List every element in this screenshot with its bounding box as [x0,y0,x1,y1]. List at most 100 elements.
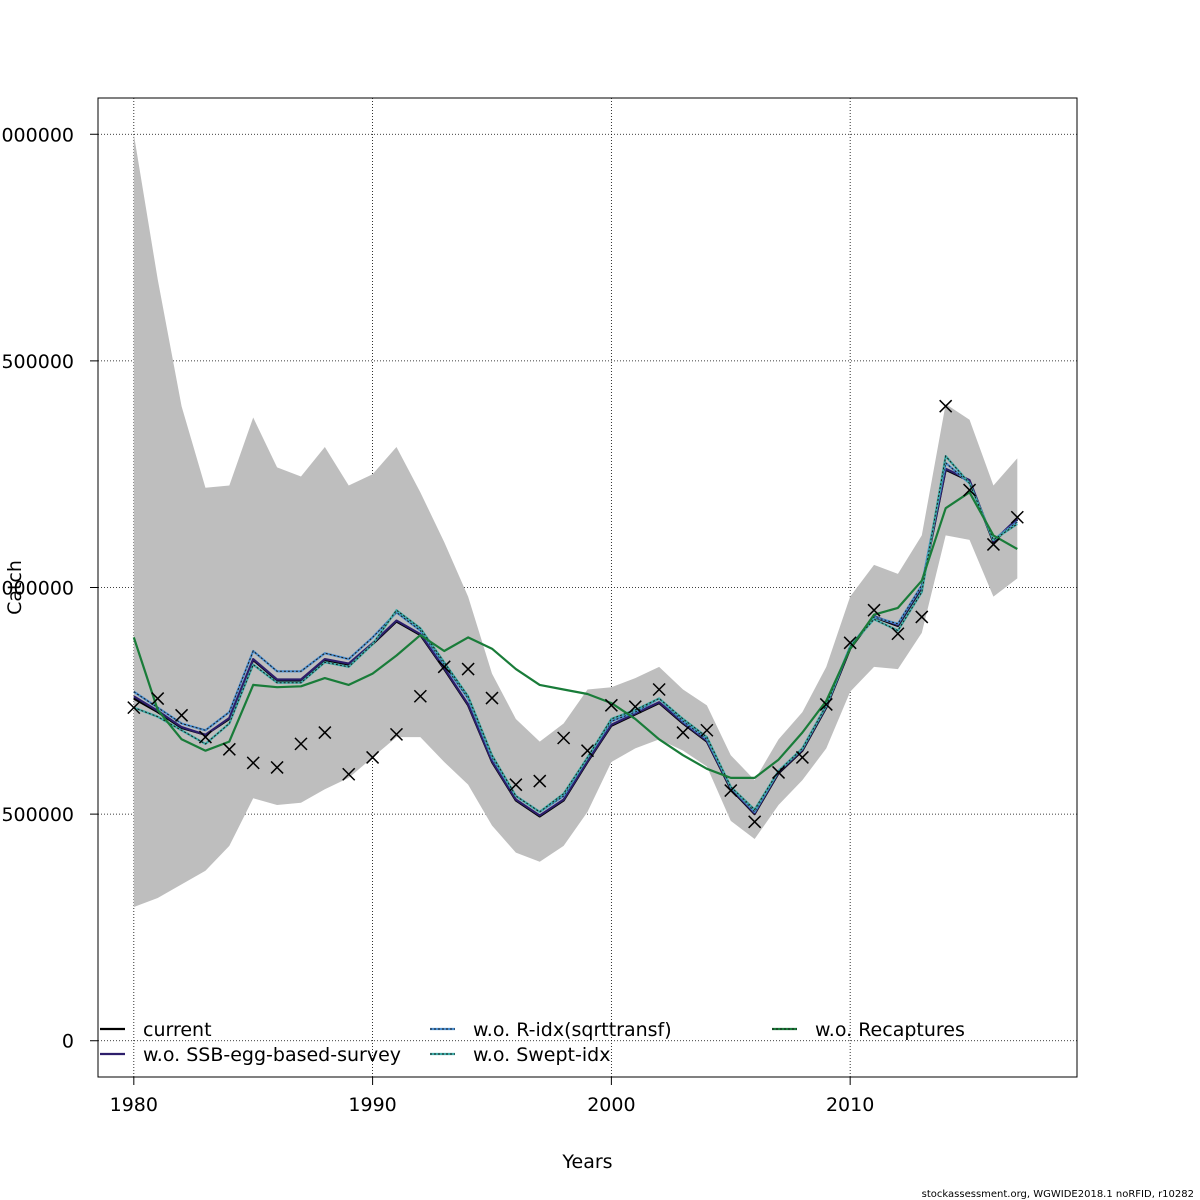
legend-label: current [143,1019,212,1041]
observed-point-stroke [724,784,738,798]
observed-point-stroke [246,756,260,770]
observed-point-stroke [151,692,165,706]
x-tick-label: 2000 [587,1094,635,1116]
y-tick-label: 500000 [1,804,74,826]
x-tick-label: 2010 [826,1094,874,1116]
observed-point [485,691,499,705]
observed-point [652,682,666,697]
observed-point [270,760,284,774]
observed-point-stroke [389,727,404,741]
y-axis-ticks: 0 500000 1000000 1500000 2000000 [0,124,98,1053]
observed-point [700,723,714,737]
observed-point [604,698,618,712]
y-tick-label: 2000000 [0,124,74,146]
footnote: stockassessment.org, WGWIDE2018.1 noRFID… [922,1189,1194,1200]
observed-point [222,742,236,756]
observed-point-stroke [652,682,666,697]
observed-point [366,750,380,764]
observed-point-stroke [222,742,236,756]
confidence-band [133,134,1018,908]
observed-point [771,765,786,779]
observed-point-stroke [819,697,833,711]
observed-point-stroke [771,765,786,779]
observed-point [461,662,475,676]
observed-point-stroke [342,767,356,781]
legend: current w.o. SSB-egg-based-survey w.o. R-i… [100,1019,965,1066]
observed-point-stroke [604,698,618,712]
x-tick-label: 1980 [110,1094,158,1116]
legend-item: w.o. R-idx(sqrttransf) [430,1019,672,1041]
observed-point-stroke [175,708,189,722]
observed-point [175,708,189,722]
observed-point-stroke [413,689,427,703]
observed-point [986,537,1000,551]
observed-point [915,610,929,624]
observed-point [127,701,141,715]
observed-point-stroke [485,691,499,705]
observed-markers [127,399,1024,829]
observed-point [867,603,881,617]
legend-item: current [100,1019,212,1041]
observed-point-stroke [748,815,762,829]
legend-item: w.o. Recaptures [772,1019,965,1041]
y-tick-label: 1500000 [0,351,74,373]
observed-point [676,726,690,740]
observed-point-stroke [127,701,141,715]
observed-point [819,697,833,711]
observed-point-stroke [676,726,690,740]
observed-point [795,750,809,764]
observed-point-stroke [939,399,953,413]
observed-point [843,636,857,650]
observed-point [342,767,356,781]
observed-point [748,815,762,829]
observed-point [963,483,977,497]
observed-point-stroke [270,760,284,774]
observed-point [891,627,905,641]
observed-point-stroke [1010,510,1024,524]
observed-point-stroke [867,603,881,617]
observed-point-stroke [509,778,523,792]
observed-point [939,399,953,413]
y-tick-label: 1000000 [0,578,74,600]
legend-item: w.o. Swept-idx [430,1044,610,1066]
x-axis-title: Years [561,1151,612,1173]
legend-label: w.o. Recaptures [815,1019,965,1041]
observed-point [389,727,404,741]
legend-label: w.o. Swept-idx [473,1044,610,1066]
observed-point-stroke [366,750,380,764]
observed-point [198,730,212,744]
observed-point [628,700,642,714]
observed-point-stroke [915,610,929,624]
observed-point-stroke [318,726,332,740]
observed-point-stroke [795,750,809,764]
observed-point-stroke [843,636,857,650]
observed-point [413,689,427,703]
observed-point-stroke [461,662,475,676]
x-tick-label: 1990 [348,1094,396,1116]
observed-point [580,744,595,758]
observed-point-stroke [986,537,1000,551]
observed-point [557,731,571,745]
observed-point [509,778,523,792]
observed-point-stroke [294,737,308,751]
observed-point-stroke [963,483,977,497]
observed-point [724,784,738,798]
y-axis-title: Catch [4,560,26,615]
legend-label: w.o. R-idx(sqrttransf) [473,1019,672,1041]
observed-point [1010,510,1024,524]
legend-label: w.o. SSB-egg-based-survey [143,1044,401,1066]
confidence-band-area [133,134,1018,908]
observed-point [533,774,547,788]
observed-point-stroke [198,730,212,744]
observed-point-stroke [557,731,571,745]
observed-point-stroke [580,744,595,758]
observed-point [246,756,260,770]
observed-point [151,692,165,706]
observed-point-stroke [533,774,547,788]
y-tick-label: 0 [62,1031,74,1053]
series-line-3-dash [133,454,1018,813]
x-axis-ticks: 1980 1990 2000 2010 [110,1077,874,1116]
observed-point-stroke [700,723,714,737]
series-line-4 [132,491,1018,779]
